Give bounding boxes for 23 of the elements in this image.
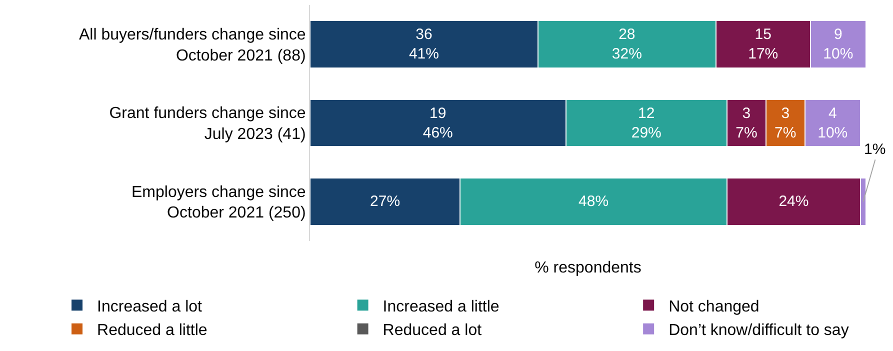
data-label: 15 17% (748, 26, 778, 63)
x-axis-title: % respondents (534, 260, 642, 277)
y-tick-label: All buyers/funders change since October 2021 (88) (79, 26, 306, 64)
data-label: 24% (778, 193, 809, 210)
y-tick-label: Grant funders change since July 2023 (41) (109, 105, 306, 143)
y-tick-label: Employers change since October 2021 (250) (131, 184, 306, 222)
legend-label: Don’t know/difficult to say (668, 322, 849, 340)
data-label: 28 32% (612, 26, 642, 63)
annotation: 1% (864, 141, 886, 158)
legend-label: Increased a little (382, 298, 500, 316)
data-label: 4 10% (818, 104, 848, 142)
legend-label: Reduced a little (97, 322, 208, 340)
data-label: 9 10% (823, 26, 854, 63)
data-label: 27% (370, 193, 400, 210)
data-label: 48% (578, 193, 609, 210)
legend-label: Increased a lot (97, 298, 203, 316)
data-label: 3 7% (774, 104, 796, 142)
legend-label: Reduced a lot (382, 322, 482, 340)
legend-label: Not changed (668, 298, 760, 316)
data-label: 3 7% (736, 104, 758, 142)
data-label: 19 46% (422, 104, 453, 142)
data-label: 12 29% (631, 104, 662, 142)
data-label: 36 41% (408, 26, 439, 63)
